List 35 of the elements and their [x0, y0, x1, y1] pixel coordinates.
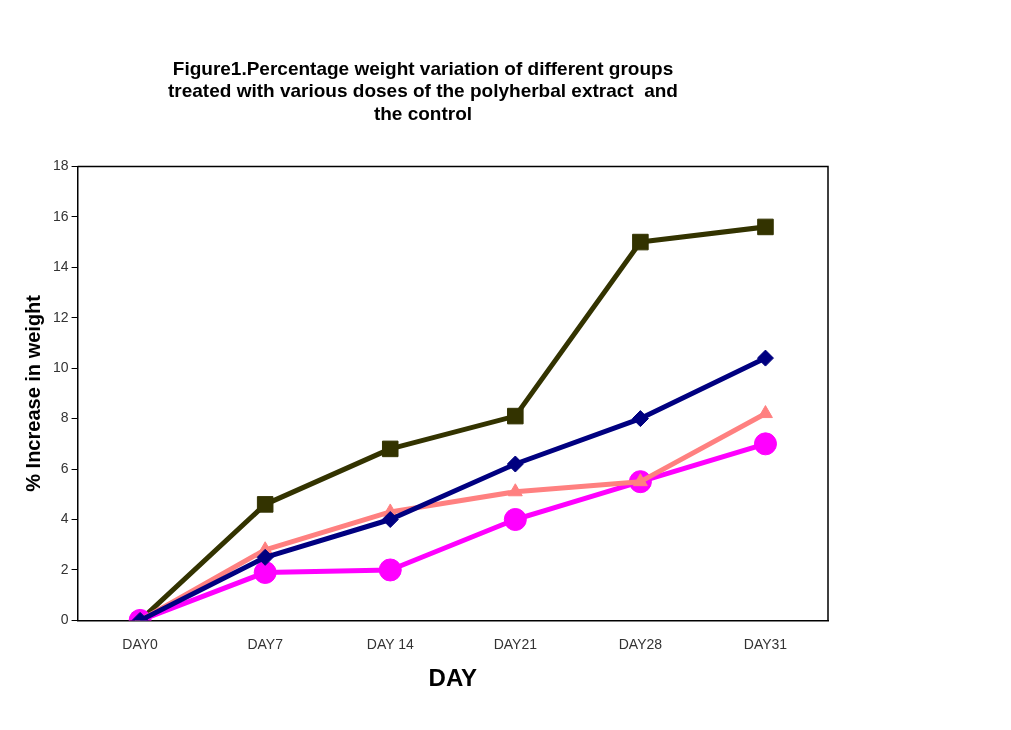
x-axis-title: DAY [428, 664, 478, 692]
y-axis-title: % Increase in weight [21, 294, 44, 492]
chart-title: Figure1.Percentage weight variation of different groups treated with various doses of the polyherbal extract and the control [168, 57, 678, 125]
point [753, 432, 777, 456]
y-tick-label: 16 [52, 207, 69, 224]
point [507, 407, 524, 425]
point [253, 560, 277, 584]
point [256, 496, 274, 513]
x-tick-label: DAY28 [618, 635, 663, 652]
y-tick-label: 0 [60, 611, 69, 628]
point [757, 218, 774, 236]
x-tick-label: DAY7 [247, 635, 284, 652]
point [758, 405, 773, 419]
point [381, 511, 399, 529]
point [256, 548, 274, 566]
point [632, 233, 649, 251]
y-tick-label: 8 [60, 409, 69, 426]
point [503, 508, 527, 532]
y-tick-label: 12 [52, 308, 69, 325]
y-tick-label: 18 [52, 157, 69, 174]
x-tick-label: DAY0 [122, 635, 159, 652]
y-tick-label: 4 [60, 510, 69, 527]
x-tick-label: DAY31 [743, 635, 788, 652]
x-tick-label: DAY 14 [366, 635, 414, 652]
x-tick-label: DAY21 [493, 635, 538, 652]
y-tick-label: 14 [52, 258, 69, 275]
point [506, 455, 524, 473]
point [631, 410, 649, 428]
point [507, 483, 523, 497]
y-tick-label: 2 [60, 560, 69, 577]
y-tick-label: 6 [60, 459, 69, 476]
y-tick-label: 10 [52, 359, 69, 376]
point [378, 558, 402, 582]
point [756, 349, 774, 367]
point [381, 440, 399, 458]
